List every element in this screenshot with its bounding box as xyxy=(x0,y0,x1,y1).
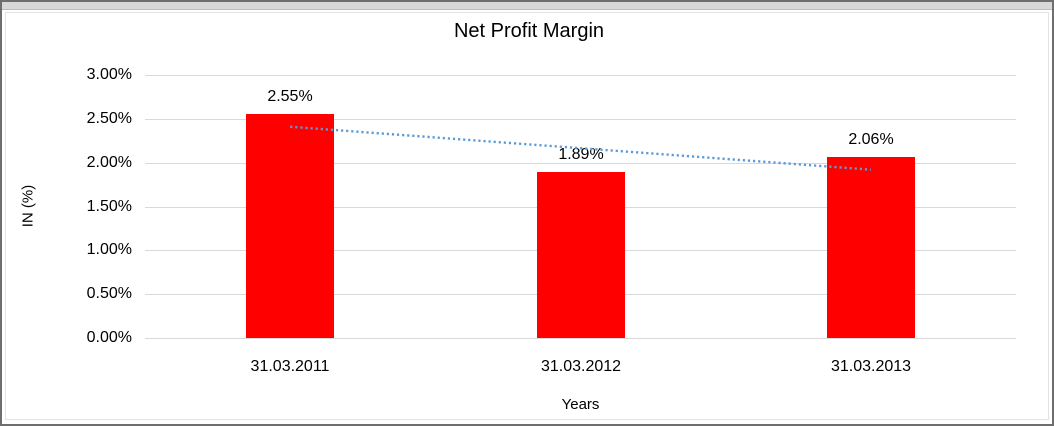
y-tick-label: 1.50% xyxy=(86,198,132,215)
plot-area: 2.55% 1.89% 2.06% xyxy=(145,75,1016,339)
y-tick-label: 3.00% xyxy=(86,66,132,83)
gridline xyxy=(145,338,1016,339)
gridline xyxy=(145,75,1016,76)
top-gray-strip xyxy=(2,2,1052,10)
x-tick-label: 31.03.2011 xyxy=(250,358,330,375)
y-axis-tick-labels: 0.00% 0.50% 1.00% 1.50% 2.00% 2.50% 3.00% xyxy=(60,66,132,346)
y-axis-title-text: IN (%) xyxy=(19,184,37,228)
y-tick-label: 2.50% xyxy=(86,110,132,127)
bar-value-label: 2.06% xyxy=(848,131,894,148)
x-axis-title: Years xyxy=(561,396,600,413)
chart-title: Net Profit Margin xyxy=(453,20,605,42)
y-tick-label: 1.00% xyxy=(86,241,132,258)
bar-31.03.2013 xyxy=(827,157,915,338)
bar-31.03.2012 xyxy=(537,172,625,338)
y-tick-label: 2.00% xyxy=(86,154,132,171)
bar-value-label: 2.55% xyxy=(267,88,313,105)
y-tick-label: 0.00% xyxy=(86,329,132,346)
bar-31.03.2011 xyxy=(246,114,334,338)
y-tick-label: 0.50% xyxy=(86,285,132,302)
gridline xyxy=(145,163,1016,164)
trendline xyxy=(290,125,871,171)
gridline xyxy=(145,119,1016,120)
x-tick-label: 31.03.2013 xyxy=(830,358,912,375)
x-axis-tick-labels: 31.03.2011 31.03.2012 31.03.2013 xyxy=(145,358,1016,378)
x-tick-label: 31.03.2012 xyxy=(540,358,622,375)
